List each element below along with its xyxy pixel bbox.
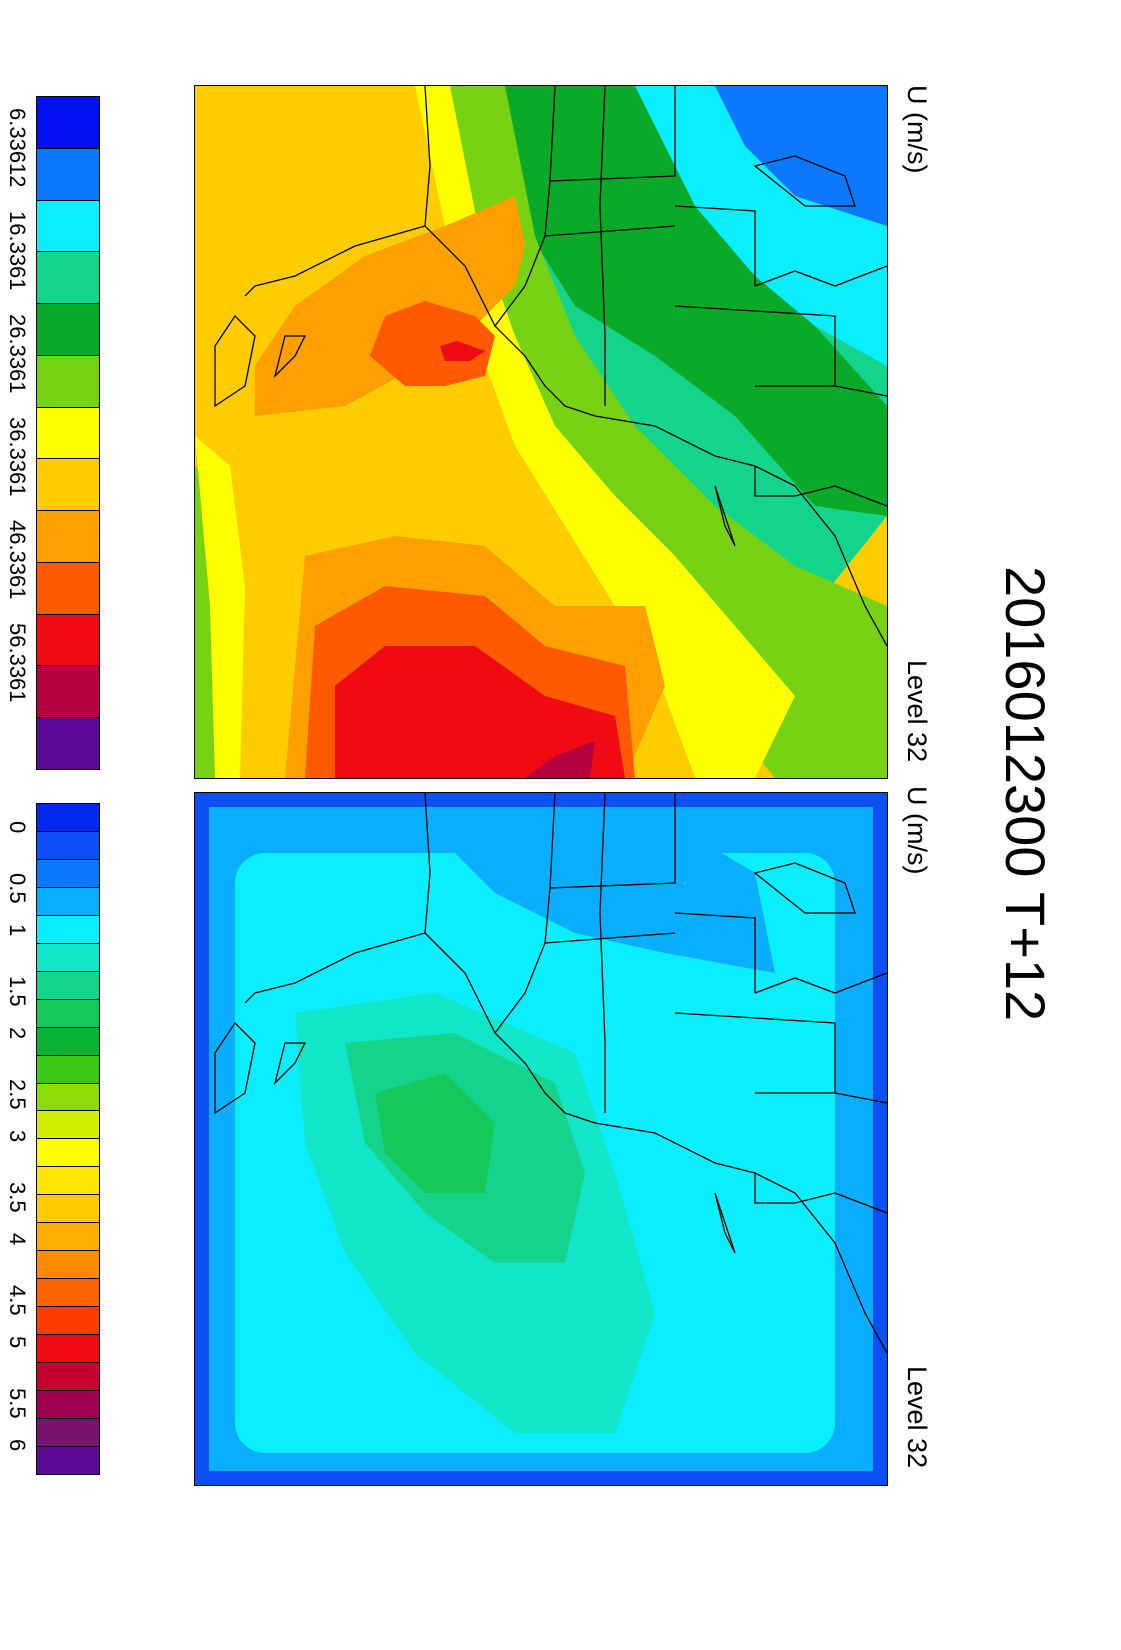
field-region-blue-north [425, 813, 775, 973]
colorbar-swatch [37, 1418, 99, 1447]
plot-title: 2016012300 T+12 [994, 566, 1057, 1022]
colorbar-tick-label: 16.3361 [5, 211, 30, 291]
colorbar-swatch [37, 148, 99, 201]
field-band-maroon [525, 741, 595, 778]
colorbar-tick-label: 6.33612 [5, 108, 30, 188]
colorbar-swatch [37, 1167, 99, 1196]
coastline-borders [214, 86, 887, 647]
colorbar-swatch [37, 804, 99, 832]
map-panel-total-u [194, 85, 888, 779]
colorbar-swatch [37, 200, 99, 253]
colorbar-swatch [37, 831, 99, 860]
map-panel-spread-u [194, 792, 888, 1486]
bottom-panel-variable-label: U (m/s) [902, 786, 932, 875]
colorbar-swatch [37, 1223, 99, 1252]
colorbar-swatch [37, 459, 99, 512]
colorbar-tick-label: 5.5 [5, 1387, 30, 1419]
colorbar-tick-label: 3.5 [5, 1181, 30, 1213]
spread-u-contour-map [195, 793, 887, 1485]
colorbar-swatch [37, 1446, 99, 1474]
field-band-red [335, 646, 625, 778]
colorbar-swatch [37, 1251, 99, 1280]
colorbar-swatch [37, 1111, 99, 1140]
colorbar-tick-label: 1.5 [5, 975, 30, 1007]
colorbar-tick-label: 4 [5, 1233, 30, 1246]
field-band-red-small [440, 341, 485, 361]
field-region-green [375, 1073, 495, 1193]
colorbar-swatch [37, 1279, 99, 1308]
colorbar-tick-label: 46.3361 [5, 520, 30, 600]
colorbar-swatch [37, 718, 99, 769]
colorbar-tick-label: 36.3361 [5, 417, 30, 497]
field-patch-yellow [390, 431, 450, 496]
top-panel-level-label: Level 32 [902, 660, 932, 763]
field-band-yellowgreen [435, 86, 887, 778]
colorbar-tick-label: 6 [5, 1439, 30, 1452]
colorbar-tick-label: 3 [5, 1130, 30, 1143]
colorbar-tick-label: 2.5 [5, 1078, 30, 1110]
colorbar-swatch [37, 614, 99, 667]
field-band-yellow [415, 86, 795, 778]
bottom-panel-level-label: Level 32 [902, 1366, 932, 1469]
colorbar-swatch [37, 1363, 99, 1392]
field-band-green-dark [495, 86, 887, 516]
colorbar-tick-label: 1 [5, 924, 30, 937]
colorbar-tick-label: 0.5 [5, 872, 30, 904]
colorbar-swatch [37, 355, 99, 408]
coastline-borders [214, 793, 887, 1354]
total-u-contour-map [195, 86, 887, 778]
field-band-orange-1 [255, 196, 525, 416]
colorbar-swatch [37, 1335, 99, 1364]
colorbar-swatch [37, 915, 99, 944]
colorbar-swatch [37, 1139, 99, 1168]
colorbar-swatch [37, 1391, 99, 1419]
field-edge-yellow [195, 436, 245, 778]
colorbar-swatch [37, 511, 99, 563]
colorbar-swatch [37, 562, 99, 615]
colorbar-swatch [37, 407, 99, 460]
colorbar-spread-u [36, 803, 100, 1475]
colorbar-swatch [37, 943, 99, 972]
field-region-teal-small [495, 1313, 595, 1413]
colorbar-swatch [37, 97, 99, 149]
field-band-blue [715, 86, 887, 226]
colorbar-swatch [37, 1195, 99, 1224]
colorbar-swatch [37, 859, 99, 888]
colorbar-tick-label: 56.3361 [5, 623, 30, 703]
colorbar-swatch [37, 1307, 99, 1336]
colorbar-swatch [37, 1083, 99, 1112]
colorbar-swatch [37, 999, 99, 1028]
colorbar-tick-label: 4.5 [5, 1284, 30, 1316]
colorbar-tick-label: 0 [5, 821, 30, 834]
colorbar-swatch [37, 887, 99, 916]
colorbar-swatch [37, 252, 99, 305]
field-band-red-orange-1 [370, 301, 495, 386]
colorbar-tick-label: 26.3361 [5, 314, 30, 394]
colorbar-swatch [37, 1055, 99, 1084]
colorbar-swatch [37, 666, 99, 719]
colorbar-total-u [36, 96, 100, 770]
colorbar-tick-label: 2 [5, 1027, 30, 1040]
top-panel-variable-label: U (m/s) [902, 85, 932, 174]
colorbar-swatch [37, 304, 99, 356]
colorbar-swatch [37, 1027, 99, 1056]
colorbar-tick-label: 5 [5, 1336, 30, 1349]
colorbar-swatch [37, 971, 99, 1000]
